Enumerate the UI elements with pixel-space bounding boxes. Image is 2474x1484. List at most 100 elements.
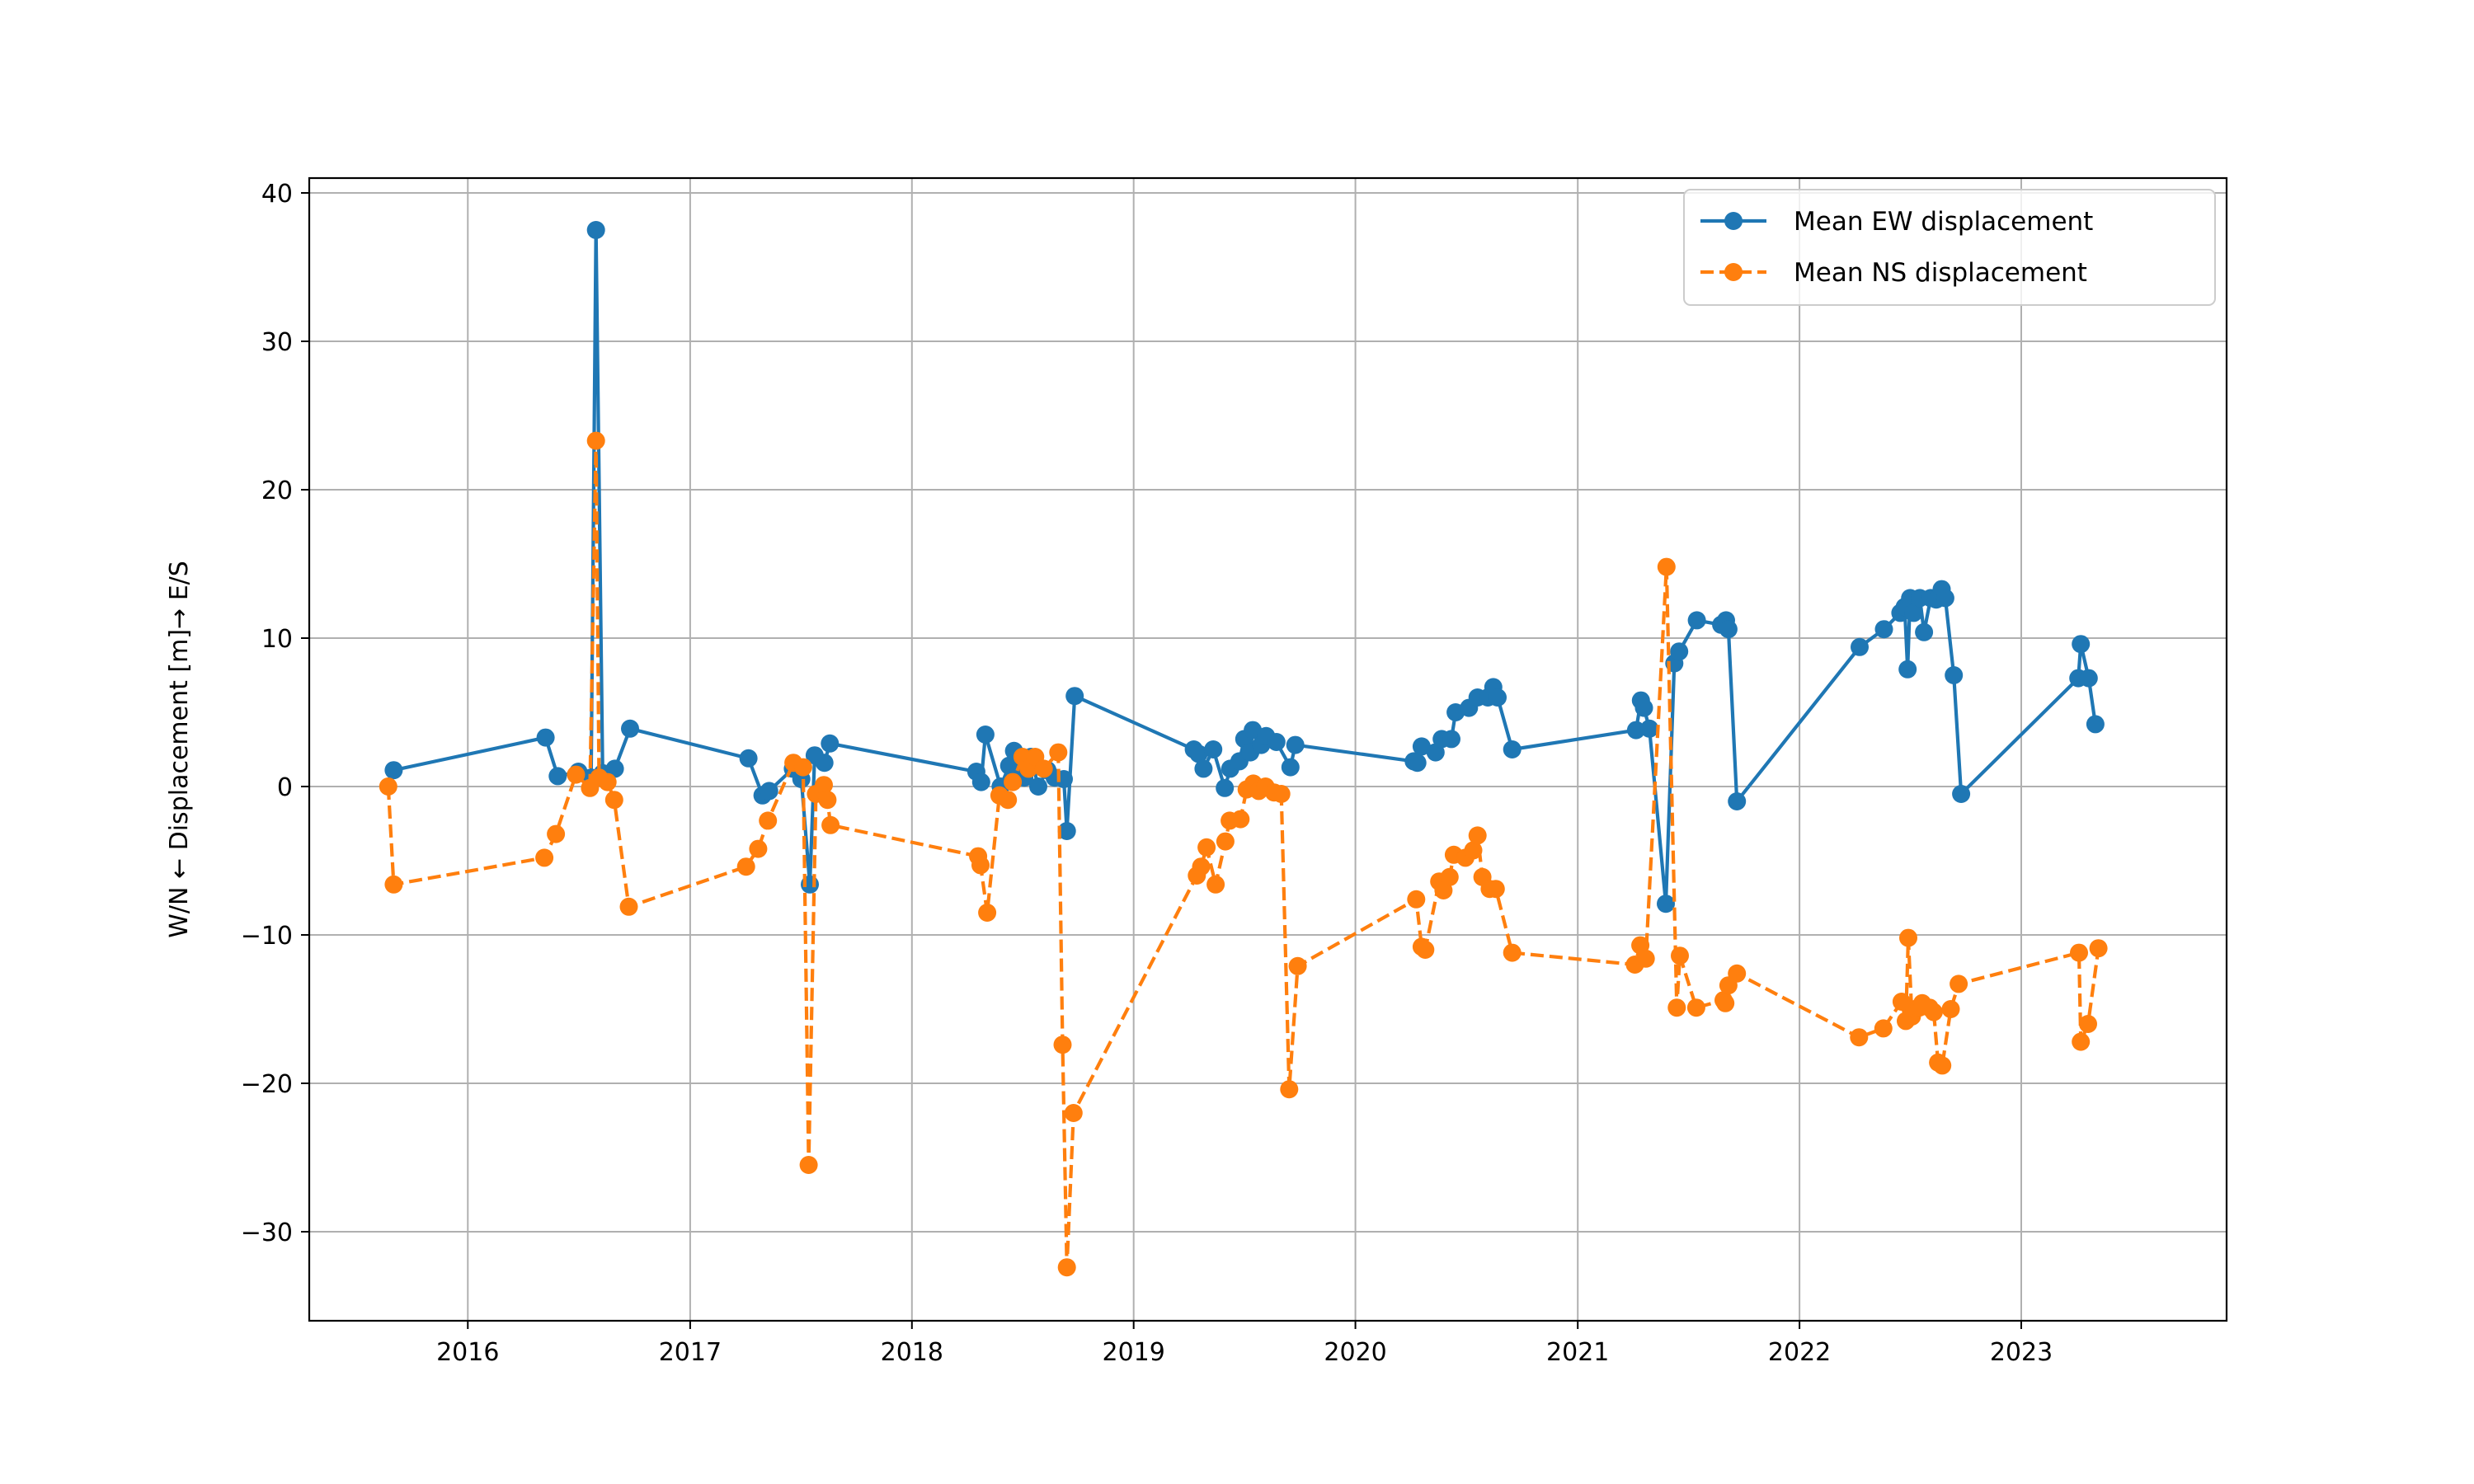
data-point-ns — [749, 839, 768, 858]
y-tick-label: 10 — [261, 625, 293, 654]
data-point-ns — [1272, 785, 1291, 803]
data-point-ns — [2089, 939, 2108, 958]
data-point-ns — [1231, 810, 1250, 829]
data-point-ew — [2079, 669, 2098, 688]
y-tick-label: 20 — [261, 477, 293, 505]
data-point-ew — [1267, 733, 1286, 751]
data-point-ew — [1935, 589, 1954, 608]
data-point-ns — [1416, 941, 1435, 959]
data-point-ew — [1634, 698, 1653, 717]
data-point-ns — [818, 791, 837, 810]
data-point-ns — [1667, 998, 1686, 1017]
series-line-ns — [386, 439, 2100, 1270]
series-ns — [379, 431, 2108, 1277]
data-point-ns — [379, 777, 397, 796]
data-point-ew — [815, 754, 834, 773]
data-point-ns — [1686, 998, 1705, 1017]
data-point-ew — [1057, 822, 1076, 840]
series-ew — [384, 221, 2105, 913]
data-point-ns — [799, 1156, 818, 1174]
data-point-ns — [1049, 743, 1068, 762]
data-point-ns — [1924, 1003, 1943, 1021]
y-tick-label: 30 — [261, 328, 293, 357]
data-point-ns — [1034, 759, 1053, 778]
data-point-ew — [1640, 719, 1659, 738]
data-point-ew — [1194, 759, 1213, 778]
legend-label-ns: Mean NS displacement — [1794, 258, 2087, 288]
data-point-ns — [1407, 890, 1426, 909]
data-series — [379, 221, 2108, 1277]
data-point-ew — [1442, 730, 1460, 749]
data-point-ew — [586, 221, 605, 239]
y-axis-label: W/N ← Displacement [m]→ E/S — [165, 561, 194, 938]
data-point-ns — [1636, 949, 1655, 968]
data-point-ew — [1915, 622, 1934, 641]
y-tick-label: 0 — [277, 773, 293, 802]
data-point-ew — [548, 767, 567, 786]
data-point-ns — [1899, 928, 1917, 947]
data-point-ew — [2072, 635, 2091, 654]
data-point-ew — [1408, 754, 1427, 773]
x-tick-label: 2020 — [1324, 1338, 1386, 1367]
data-point-ew — [621, 719, 639, 738]
data-point-ns — [619, 897, 638, 916]
x-tick-label: 2023 — [1990, 1338, 2053, 1367]
data-point-ns — [1671, 946, 1689, 965]
data-point-ns — [586, 431, 605, 450]
y-tick-label: −20 — [241, 1070, 293, 1099]
data-point-ns — [1728, 964, 1747, 983]
data-point-ns — [1440, 867, 1459, 886]
data-point-ns — [793, 758, 812, 777]
data-point-ns — [759, 811, 778, 830]
data-point-ew — [1728, 792, 1747, 810]
data-point-ns — [1280, 1080, 1299, 1099]
data-point-ns — [567, 765, 586, 784]
data-point-ns — [1657, 557, 1676, 576]
data-point-ns — [1216, 832, 1235, 851]
data-point-ew — [976, 726, 995, 744]
data-point-ew — [1719, 620, 1738, 639]
data-point-ew — [821, 734, 840, 753]
x-tick-label: 2019 — [1103, 1338, 1165, 1367]
data-point-ew — [1029, 777, 1047, 796]
data-point-ew — [1412, 737, 1431, 756]
data-point-ew — [1281, 758, 1300, 777]
data-point-ns — [1464, 841, 1483, 860]
data-point-ns — [1503, 943, 1522, 962]
data-point-ew — [1851, 637, 1869, 656]
data-point-ns — [1850, 1028, 1869, 1047]
data-point-ns — [821, 815, 840, 834]
x-tick-label: 2021 — [1546, 1338, 1609, 1367]
data-point-ew — [1687, 611, 1706, 630]
data-point-ew — [1898, 660, 1917, 679]
y-tick-label: −10 — [241, 922, 293, 951]
axis-ticks: 2016 2017 2018 2019 2020 2021 2022 2023 −30 −20 −1… — [241, 180, 2053, 1367]
data-point-ns — [1468, 826, 1487, 845]
data-point-ew — [1657, 895, 1675, 913]
data-point-ns — [384, 875, 403, 894]
data-point-ew — [1952, 785, 1971, 803]
data-point-ew — [1670, 642, 1689, 661]
data-point-ns — [604, 791, 623, 810]
x-tick-label: 2018 — [881, 1338, 943, 1367]
data-point-ns — [1941, 1000, 1960, 1018]
legend-marker-ew — [1724, 212, 1743, 230]
data-point-ns — [2079, 1015, 2097, 1033]
x-tick-label: 2017 — [659, 1338, 722, 1367]
x-tick-label: 2022 — [1768, 1338, 1831, 1367]
data-point-ew — [739, 749, 758, 768]
y-tick-label: 40 — [261, 180, 293, 209]
legend-label-ew: Mean EW displacement — [1794, 207, 2093, 237]
data-point-ew — [1626, 721, 1645, 740]
y-tick-label: −30 — [241, 1219, 293, 1247]
data-point-ew — [1189, 744, 1208, 763]
data-point-ns — [736, 857, 755, 876]
data-point-ew — [1904, 603, 1923, 622]
legend: Mean EW displacement Mean NS displacemen… — [1683, 189, 2216, 306]
data-point-ew — [1065, 687, 1084, 706]
data-point-ns — [1057, 1258, 1076, 1277]
data-point-ns — [1486, 880, 1505, 899]
data-point-ew — [1874, 620, 1893, 639]
data-point-ns — [1874, 1019, 1893, 1038]
